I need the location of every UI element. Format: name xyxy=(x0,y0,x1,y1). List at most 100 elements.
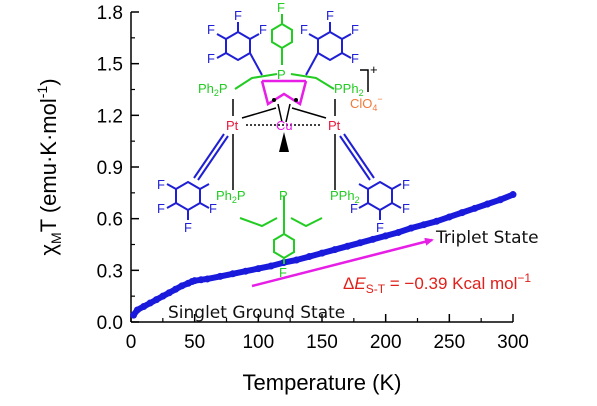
top-fluorophenyl xyxy=(271,14,293,65)
data-point xyxy=(293,256,301,264)
charge-bracket xyxy=(360,69,369,92)
data-point xyxy=(254,265,262,273)
right-platinum-label: Pt xyxy=(328,118,341,133)
energy-gap-label: ΔES-T = −0.39 Kcal mol−1 xyxy=(343,271,531,296)
right-pph2-label: PPh2 xyxy=(334,81,364,98)
y-tick-label: 0.3 xyxy=(97,261,123,282)
data-point xyxy=(484,200,492,208)
data-point xyxy=(305,253,313,261)
data-point xyxy=(133,306,141,314)
data-point xyxy=(203,275,211,283)
data-point xyxy=(382,232,390,240)
singlet-ground-state-label: Singlet Ground State xyxy=(168,303,345,323)
top-fluorine-label: F xyxy=(277,0,285,15)
bottom-fluorophenyl xyxy=(273,226,295,264)
copper-label: Cu xyxy=(276,118,293,133)
left-ph2p-label: Ph2P xyxy=(198,81,228,98)
x-tick-label: 50 xyxy=(184,332,205,353)
y-tick-label: 1.5 xyxy=(97,55,123,76)
series-layer xyxy=(130,191,517,319)
top-phosphorus-label: P xyxy=(277,67,286,82)
fluorine-label: F xyxy=(184,220,192,235)
data-point xyxy=(152,296,160,304)
data-point xyxy=(471,204,479,212)
x-tick-label: 100 xyxy=(242,332,274,353)
data-point xyxy=(318,249,326,257)
data-point xyxy=(331,246,339,254)
data-point xyxy=(420,221,428,229)
y-tick-label: 0.9 xyxy=(97,158,123,179)
data-point xyxy=(130,311,138,319)
y-tick-label: 1.2 xyxy=(97,106,123,127)
x-tick-label: 200 xyxy=(370,332,402,353)
fluorine-label: F xyxy=(376,220,384,235)
fluorine-label: F xyxy=(207,51,215,66)
data-point xyxy=(356,239,364,247)
phosphine-backbone xyxy=(234,73,335,228)
data-point xyxy=(445,213,453,221)
lower-left-ph2p-label: Ph2P xyxy=(216,188,246,205)
molecule-structure: F P F F F F F F F F xyxy=(157,0,410,280)
fluorine-label: F xyxy=(402,201,410,216)
fluorine-label: F xyxy=(157,201,165,216)
top-ring-fluorines: F F F F F F F F xyxy=(207,8,359,66)
data-point xyxy=(458,209,466,217)
annotations: Triplet State Singlet Ground State ΔES-T… xyxy=(168,228,539,323)
fluorine-label: F xyxy=(157,177,165,192)
triplet-state-label: Triplet State xyxy=(435,228,539,248)
data-point xyxy=(191,277,199,285)
y-tick-label: 1.8 xyxy=(97,3,123,24)
lower-right-pentafluorophenyl xyxy=(339,133,402,220)
fluorine-label: F xyxy=(351,51,359,66)
copper-ring xyxy=(260,79,308,106)
fluorine-label: F xyxy=(351,22,359,37)
data-point xyxy=(159,292,167,300)
lower-ring-fluorines: F F F F F F F F xyxy=(157,177,410,235)
fluorine-label: F xyxy=(209,201,217,216)
data-point xyxy=(178,282,186,290)
perchlorate-label: ClO4− xyxy=(350,94,383,113)
y-tick-label: 0.6 xyxy=(97,210,123,231)
x-tick-label: 150 xyxy=(306,332,338,353)
hashed-bonds xyxy=(241,103,327,123)
fluorine-label: F xyxy=(350,201,358,216)
data-point xyxy=(146,299,154,307)
fluorine-label: F xyxy=(207,22,215,37)
data-point xyxy=(216,272,224,280)
top-left-pentafluorophenyl xyxy=(216,22,263,76)
lower-left-pentafluorophenyl xyxy=(166,133,229,220)
wedge-bond xyxy=(279,132,289,152)
y-tick-label: 0.0 xyxy=(97,313,123,334)
left-platinum-label: Pt xyxy=(226,118,239,133)
x-tick-label: 300 xyxy=(497,332,529,353)
x-tick-label: 0 xyxy=(126,332,137,353)
data-point xyxy=(267,262,275,270)
data-point xyxy=(369,235,377,243)
data-point xyxy=(433,217,441,225)
data-point xyxy=(165,289,173,297)
radical-dots xyxy=(272,98,298,102)
data-point xyxy=(229,270,237,278)
fluorine-label: F xyxy=(234,8,242,23)
y-axis-title: χMT (emu·K·mol-1) xyxy=(34,78,64,255)
fluorine-label: F xyxy=(300,22,308,37)
fluorine-label: F xyxy=(402,177,410,192)
data-point xyxy=(407,224,415,232)
data-point xyxy=(496,196,504,204)
x-tick-label: 250 xyxy=(433,332,465,353)
tick-labels: 0 50 100 150 200 250 300 0.0 0.3 0.6 0.9 1.2 1.5 1.8 xyxy=(97,3,529,353)
x-axis-title: Temperature (K) xyxy=(243,370,402,395)
charge-label: + xyxy=(370,62,378,77)
data-point xyxy=(394,228,402,236)
lower-center-phosphorus-label: P xyxy=(279,188,288,203)
top-right-pentafluorophenyl xyxy=(305,22,352,76)
data-point xyxy=(197,276,205,284)
energy-gap-arrow xyxy=(251,237,434,288)
axis-ticks xyxy=(130,11,514,323)
data-point xyxy=(242,267,250,275)
data-point xyxy=(343,242,351,250)
data-point xyxy=(172,285,180,293)
data-point xyxy=(140,303,148,310)
bottom-fluorine-label: F xyxy=(279,265,287,280)
